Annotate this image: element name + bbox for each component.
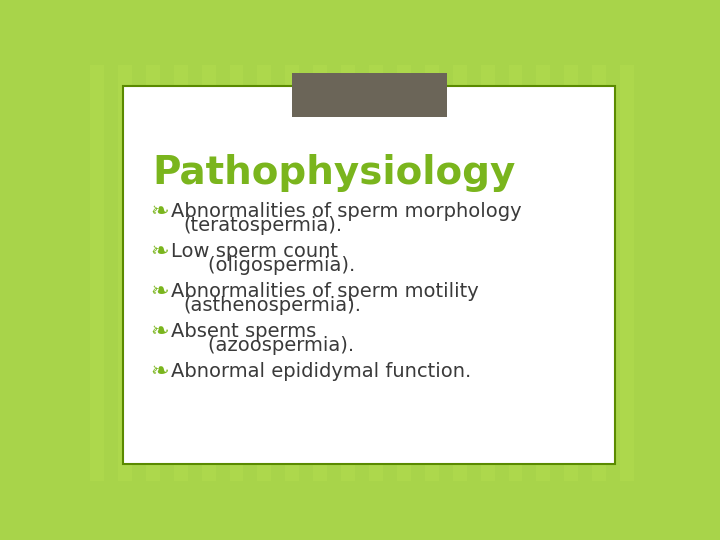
- Bar: [481, 65, 495, 481]
- Bar: [453, 65, 467, 481]
- Text: Absent sperms: Absent sperms: [171, 322, 316, 341]
- Bar: [536, 65, 550, 481]
- Bar: [118, 65, 132, 481]
- Bar: [285, 65, 300, 481]
- Bar: [258, 65, 271, 481]
- Text: ❧: ❧: [150, 202, 169, 222]
- Bar: [174, 65, 188, 481]
- Text: Abnormal epididymal function.: Abnormal epididymal function.: [171, 362, 471, 381]
- Text: ❧: ❧: [150, 322, 169, 342]
- Bar: [90, 65, 104, 481]
- Bar: [230, 65, 243, 481]
- Text: ❧: ❧: [150, 362, 169, 382]
- Bar: [202, 65, 215, 481]
- Bar: [313, 65, 327, 481]
- Bar: [593, 65, 606, 481]
- Bar: [369, 65, 383, 481]
- Bar: [620, 65, 634, 481]
- Bar: [425, 65, 438, 481]
- Text: ❧: ❧: [150, 242, 169, 262]
- Text: Low sperm count: Low sperm count: [171, 242, 338, 261]
- Text: ❧: ❧: [150, 282, 169, 302]
- Text: Abnormalities of sperm morphology: Abnormalities of sperm morphology: [171, 202, 521, 221]
- Text: Pathophysiology: Pathophysiology: [152, 154, 516, 192]
- Bar: [341, 65, 355, 481]
- Bar: [122, 86, 616, 464]
- Bar: [508, 65, 523, 481]
- Bar: [397, 65, 411, 481]
- Bar: [292, 72, 446, 117]
- Bar: [564, 65, 578, 481]
- Text: (oligospermia).: (oligospermia).: [183, 256, 355, 275]
- Text: (teratospermia).: (teratospermia).: [183, 215, 342, 235]
- Text: Abnormalities of sperm motility: Abnormalities of sperm motility: [171, 282, 478, 301]
- Text: (azoospermia).: (azoospermia).: [183, 336, 354, 355]
- Bar: [145, 65, 160, 481]
- Text: (asthenospermia).: (asthenospermia).: [183, 296, 361, 315]
